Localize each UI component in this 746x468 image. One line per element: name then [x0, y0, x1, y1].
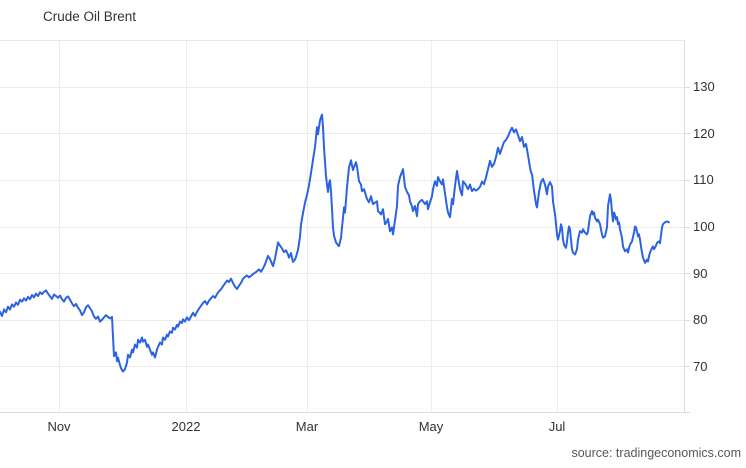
y-axis-tick-label: 90	[693, 265, 708, 281]
source-attribution: source: tradingeconomics.com	[571, 446, 741, 460]
y-axis-tick-label: 110	[693, 172, 714, 188]
price-line-chart[interactable]	[0, 40, 746, 414]
x-axis-tick-label: Mar	[295, 419, 319, 434]
y-axis-tick-label: 120	[693, 125, 715, 141]
brent-price-line	[0, 113, 670, 373]
y-axis-tick-label: 130	[693, 79, 715, 95]
x-axis-tick-label: Nov	[47, 419, 71, 434]
x-axis-tick-label: May	[418, 419, 444, 434]
x-axis-tick-label: 2022	[171, 419, 201, 434]
y-axis-tick-label: 100	[693, 219, 715, 234]
y-axis-tick-label: 80	[693, 312, 708, 328]
x-axis-tick-label: Jul	[548, 419, 566, 434]
chart-title: Crude Oil Brent	[43, 9, 137, 24]
y-axis-tick-label: 70	[693, 358, 708, 374]
